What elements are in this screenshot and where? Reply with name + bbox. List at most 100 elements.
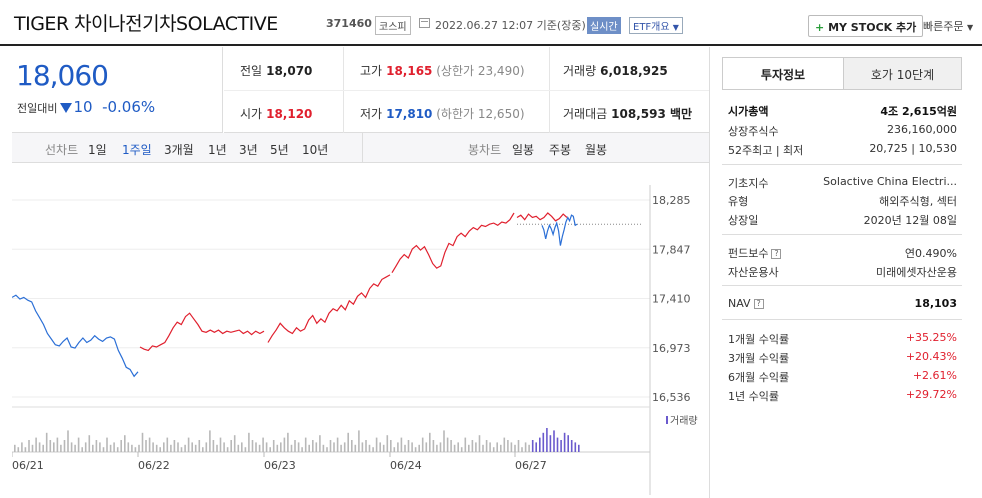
volume-bar	[390, 440, 392, 452]
tab-10year[interactable]: 10년	[302, 143, 329, 157]
volume-bar	[414, 447, 417, 452]
volume-bar	[336, 437, 339, 452]
calendar-icon	[419, 18, 430, 28]
volume-bar	[446, 437, 449, 452]
volume-bar	[163, 442, 165, 452]
amount-label: 거래대금	[563, 107, 608, 121]
high-label: 고가	[360, 64, 383, 78]
volume-bar	[287, 432, 289, 452]
volume-bar	[77, 437, 80, 452]
tab-quote-10[interactable]: 호가 10단계	[843, 58, 961, 89]
change-percent: -0.06%	[102, 98, 156, 116]
prev-close-label: 전일	[240, 64, 263, 78]
info-tabs: 투자정보 호가 10단계	[722, 57, 962, 90]
tab-daily[interactable]: 일봉	[512, 143, 535, 157]
volume-bar	[436, 444, 438, 452]
change-value: 10	[73, 98, 93, 116]
manager-value: 미래에셋자산운용	[876, 266, 957, 279]
volume-bar	[450, 440, 452, 452]
volume-bar	[31, 444, 34, 452]
help-icon[interactable]: ?	[771, 249, 782, 259]
my-stock-add-button[interactable]: + MY STOCK 추가	[808, 15, 924, 37]
volume-value: 6,018,925	[600, 64, 668, 78]
tab-weekly[interactable]: 주봉	[549, 143, 572, 157]
volume-bar	[290, 444, 293, 452]
tab-monthly[interactable]: 월봉	[585, 143, 608, 157]
list-date-label: 상장일	[728, 214, 759, 227]
tab-1year[interactable]: 1년	[208, 143, 227, 157]
volume-bar	[145, 440, 147, 452]
quick-order-button[interactable]: 빠른주문 ▼	[923, 18, 973, 34]
volume-bar	[60, 444, 62, 452]
stock-code: 371460	[326, 17, 372, 30]
return-3m-value: +20.43%	[905, 350, 957, 363]
volume-bar	[489, 442, 491, 452]
volume-bar	[265, 442, 268, 452]
volume-bar	[574, 442, 577, 452]
realtime-button[interactable]: 실시간	[587, 17, 621, 34]
volume-bar	[272, 440, 275, 452]
volume-bar	[138, 444, 140, 452]
volume-bar	[578, 444, 580, 452]
chart-area[interactable]: 18,285 17,847 17,410 16,973 16,536 거래량 06/21 06…	[11, 165, 709, 498]
volume-bar	[276, 444, 279, 452]
volume-bar	[524, 442, 527, 452]
volume-bar	[251, 440, 254, 452]
x-tick-label: 06/23	[264, 459, 296, 472]
volume-bar	[28, 440, 30, 452]
high-cell: 고가 18,165 (상한가 23,490)	[360, 62, 525, 79]
volume-bar	[329, 440, 332, 452]
volume-bar	[134, 447, 137, 452]
price-chart[interactable]: 18,285 17,847 17,410 16,973 16,536 거래량 06/21 06…	[11, 165, 709, 498]
volume-bar	[24, 447, 27, 452]
volume-bar	[503, 437, 506, 452]
tab-invest-info[interactable]: 투자정보	[723, 58, 843, 89]
tab-3year[interactable]: 3년	[239, 143, 258, 157]
volume-bar	[124, 435, 126, 452]
volume-bar	[209, 430, 211, 452]
nav-value: 18,103	[914, 297, 957, 310]
volume-bar	[365, 440, 367, 452]
help-icon[interactable]: ?	[753, 299, 764, 309]
volume-bar	[400, 437, 403, 452]
volume-bar	[542, 432, 545, 452]
volume-bar	[170, 444, 172, 452]
volume-bar	[219, 437, 222, 452]
volume-bar	[180, 447, 183, 452]
volume-bar	[464, 437, 467, 452]
main-panel: 18,060 전일대비 10 -0.06% 전일 18,070 고가 18,165 (…	[11, 47, 709, 498]
etf-overview-label: ETF개요	[633, 22, 670, 33]
price-line-06/23	[267, 274, 391, 343]
return-6m-value: +2.61%	[912, 369, 957, 382]
market-cap-label: 시가총액	[728, 105, 769, 118]
chart-tabs: 선차트 1일 1주일 3개월 1년 3년 5년 10년 봉차트 일봉 주봉 월봉	[12, 133, 709, 163]
open-label: 시가	[240, 107, 263, 121]
volume-bar	[95, 440, 98, 452]
tab-5year[interactable]: 5년	[270, 143, 289, 157]
volume-bar	[382, 444, 385, 452]
volume-bar	[56, 437, 59, 452]
x-tick-label: 06/24	[390, 459, 422, 472]
tab-1day[interactable]: 1일	[88, 143, 107, 157]
volume-bar	[358, 430, 360, 452]
price-change: 전일대비 10 -0.06%	[17, 98, 155, 116]
tab-3month[interactable]: 3개월	[164, 143, 194, 157]
nav-label: NAV	[728, 297, 751, 310]
volume-bar	[184, 444, 186, 452]
volume-bar	[304, 437, 307, 452]
volume-bar	[482, 444, 484, 452]
volume-bar	[191, 442, 193, 452]
etf-overview-dropdown[interactable]: ETF개요 ▼	[629, 17, 683, 34]
type-value: 해외주식형, 섹터	[879, 195, 957, 208]
volume-bar	[404, 444, 406, 452]
volume-bar	[141, 432, 144, 452]
volume-bar	[514, 444, 516, 452]
upper-limit: (상한가 23,490)	[436, 64, 525, 78]
volume-bar	[294, 440, 296, 452]
volume-bar	[88, 435, 91, 452]
tab-1week[interactable]: 1주일	[122, 143, 152, 157]
volume-bar	[475, 442, 477, 452]
lower-limit: (하한가 12,650)	[436, 107, 525, 121]
volume-bar	[63, 440, 66, 452]
volume-bar	[539, 437, 541, 452]
